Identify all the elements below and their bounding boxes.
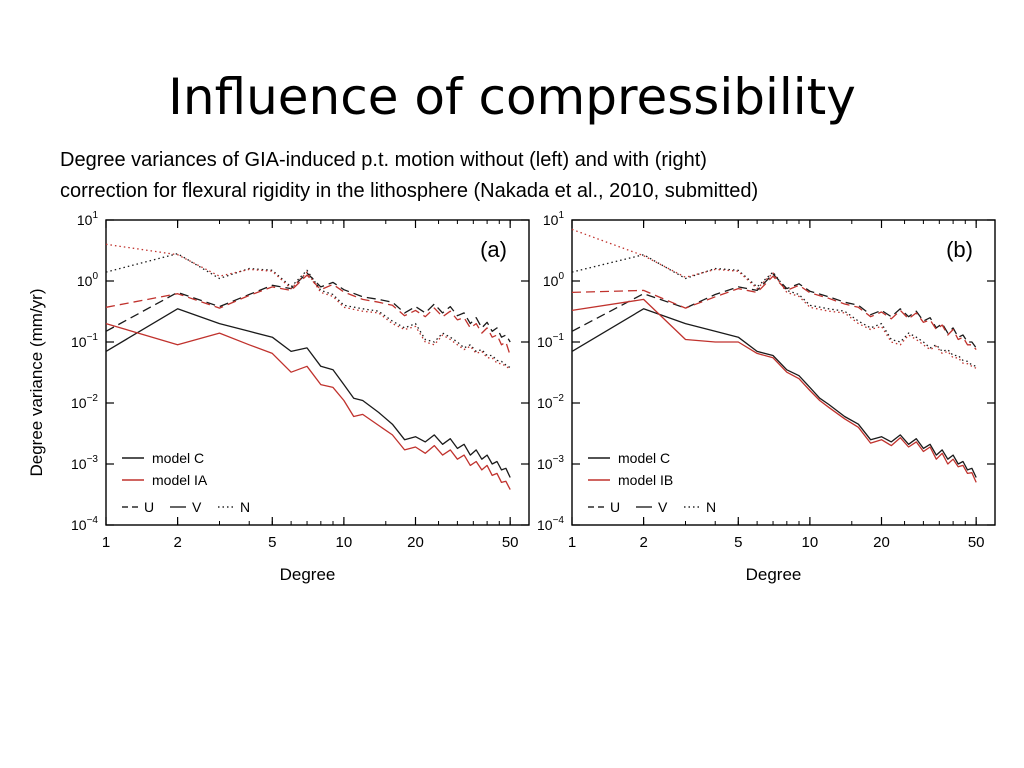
series-line-model-c-v (105, 308, 511, 478)
y-tick-label-exponent: −2 (553, 393, 565, 404)
legend-component-label: V (658, 499, 668, 515)
y-tick-label: 100 (543, 271, 565, 289)
series-line-model-c-n (105, 253, 511, 369)
legend-component-label: N (240, 499, 250, 515)
legend-label: model C (152, 450, 204, 466)
legend-label: model C (618, 450, 670, 466)
y-tick-label-base: 10 (537, 334, 553, 350)
y-tick-label-exponent: −2 (87, 393, 99, 404)
series-line-model-c-v (571, 308, 977, 478)
legend: model C model IB U V N (588, 450, 716, 515)
y-tick-label-base: 10 (71, 334, 87, 350)
y-tick-label-exponent: −4 (553, 515, 565, 526)
y-tick-label: 10−4 (71, 515, 98, 533)
y-tick-label-base: 10 (543, 212, 559, 228)
y-tick-label-base: 10 (543, 273, 559, 289)
y-tick-label: 10−4 (537, 515, 564, 533)
plot-frame (571, 219, 996, 526)
chart-panel-a: 1 2 5 10 20 5010110010−110−210−310−4DegreeDeg… (27, 210, 530, 584)
x-tick-label: 5 (268, 534, 276, 551)
x-tick-label: 50 (502, 534, 519, 551)
legend: model C model IA U V N (122, 450, 250, 515)
slide-title: Influence of compressibility (168, 68, 856, 126)
y-tick-label-base: 10 (537, 395, 553, 411)
legend-label: model IA (152, 472, 208, 488)
x-tick-label: 2 (173, 534, 181, 551)
y-tick-label-base: 10 (71, 395, 87, 411)
plot-frame (105, 219, 530, 526)
y-tick-label-base: 10 (77, 273, 93, 289)
y-tick-label-base: 10 (77, 212, 93, 228)
y-tick-label-exponent: −1 (553, 332, 565, 343)
x-tick-label: 1 (568, 534, 576, 551)
legend-label: model IB (618, 472, 673, 488)
y-tick-label: 10−2 (537, 393, 564, 411)
series-line-model-c-u (105, 272, 511, 343)
series-group (571, 228, 977, 483)
chart-panel-b: 1 2 5 10 20 5010110010−110−210−310−4Degree(b)… (537, 210, 996, 584)
series-group (105, 243, 511, 490)
x-tick-label: 10 (336, 534, 353, 551)
panel-label: (a) (480, 237, 507, 262)
y-tick-label-base: 10 (537, 456, 553, 472)
legend-component-label: V (192, 499, 202, 515)
x-tick-label: 20 (407, 534, 424, 551)
legend-component-label: U (144, 499, 154, 515)
series-line-model-c-n (571, 254, 977, 367)
y-tick-label-exponent: −1 (87, 332, 99, 343)
series-line-model-ia-n (105, 243, 511, 370)
panel-label: (b) (946, 237, 973, 262)
y-tick-label: 100 (77, 271, 99, 289)
series-line-model-ib-u (571, 275, 977, 351)
y-tick-label-exponent: −4 (87, 515, 99, 526)
legend-component-label: U (610, 499, 620, 515)
y-tick-label-exponent: −3 (553, 454, 565, 465)
y-tick-label-base: 10 (71, 456, 87, 472)
caption-line-1: Degree variances of GIA-induced p.t. mot… (60, 149, 707, 171)
series-line-model-ia-v (105, 322, 511, 490)
y-tick-label: 10−2 (71, 393, 98, 411)
legend-component-label: N (706, 499, 716, 515)
series-line-model-ia-u (105, 274, 511, 356)
x-tick-label: 1 (102, 534, 110, 551)
figure-panels: 1 2 5 10 20 5010110010−110−210−310−4DegreeDeg… (27, 210, 996, 584)
x-tick-label: 50 (968, 534, 985, 551)
y-tick-label-exponent: 0 (92, 271, 98, 282)
y-tick-label-exponent: −3 (87, 454, 99, 465)
x-axis-label: Degree (280, 565, 336, 584)
y-tick-label: 10−1 (71, 332, 98, 350)
y-tick-label-exponent: 0 (558, 271, 564, 282)
y-tick-label: 10−3 (537, 454, 564, 472)
y-tick-label-exponent: 1 (558, 210, 564, 221)
y-axis-label: Degree variance (mm/yr) (27, 289, 46, 477)
x-tick-label: 20 (873, 534, 890, 551)
y-tick-label: 101 (543, 210, 565, 228)
x-axis-label: Degree (746, 565, 802, 584)
x-tick-label: 5 (734, 534, 742, 551)
series-line-model-ib-n (571, 228, 977, 369)
y-tick-label: 101 (77, 210, 99, 228)
y-tick-label: 10−3 (71, 454, 98, 472)
y-tick-label-exponent: 1 (92, 210, 98, 221)
series-line-model-ib-v (571, 298, 977, 483)
slide-caption: Degree variances of GIA-induced p.t. mot… (60, 145, 1000, 207)
y-tick-label: 10−1 (537, 332, 564, 350)
x-tick-label: 10 (802, 534, 819, 551)
y-tick-label-base: 10 (537, 517, 553, 533)
x-tick-label: 2 (639, 534, 647, 551)
caption-line-2: correction for flexural rigidity in the … (60, 180, 759, 202)
series-line-model-c-u (571, 273, 977, 349)
y-tick-label-base: 10 (71, 517, 87, 533)
